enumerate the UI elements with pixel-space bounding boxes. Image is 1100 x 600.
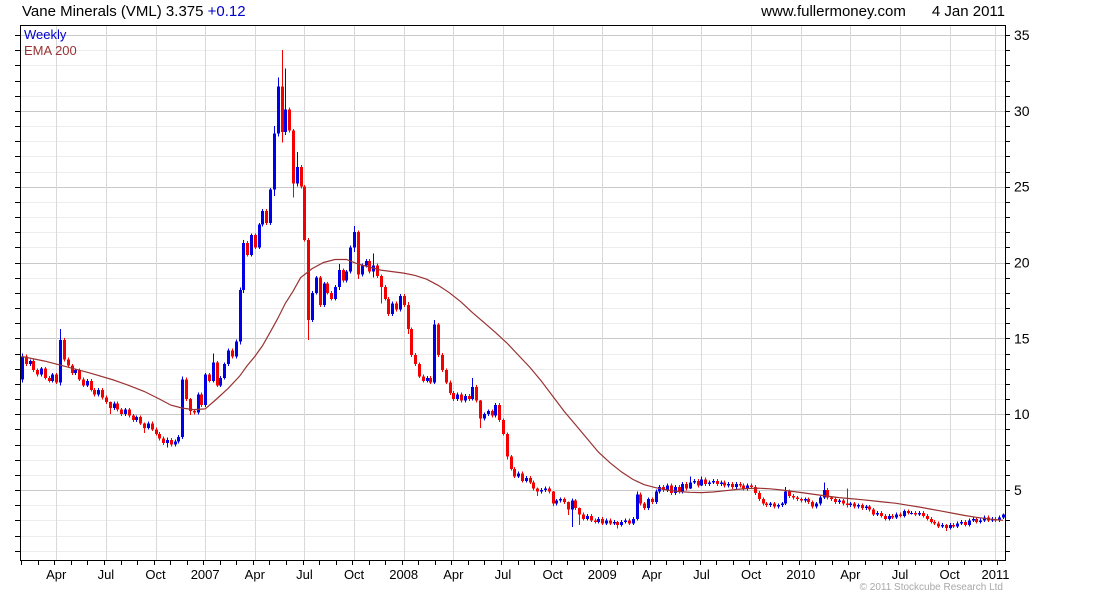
x-axis-label: 2010 [786, 567, 815, 582]
date-label: 4 Jan 2011 [931, 3, 1005, 20]
y-axis-label: 15 [1014, 330, 1030, 346]
chart-header-right: www.fullermoney.com 4 Jan 2011 [761, 3, 1005, 20]
x-axis-label: 2008 [389, 567, 418, 582]
x-axis-label: Oct [940, 567, 961, 582]
x-axis-label: Apr [840, 567, 861, 582]
chart-legend: Weekly EMA 200 [24, 27, 77, 59]
x-axis-label: Apr [46, 567, 67, 582]
y-axis-label: 10 [1014, 406, 1030, 422]
x-axis-label: Jul [98, 567, 115, 582]
symbol-price-label: Vane Minerals (VML) 3.375 [22, 3, 204, 20]
y-axis-label: 20 [1014, 255, 1030, 271]
x-axis-label: Apr [642, 567, 663, 582]
x-axis-label: Oct [145, 567, 166, 582]
x-axis-label: Apr [245, 567, 266, 582]
x-axis-label: Oct [741, 567, 762, 582]
x-axis-label: 2009 [588, 567, 617, 582]
y-axis-label: 25 [1014, 179, 1030, 195]
x-axis-label: 2011 [981, 567, 1009, 582]
x-axis-label: Jul [892, 567, 909, 582]
website-label: www.fullermoney.com [761, 3, 906, 20]
x-axis-label: Apr [443, 567, 464, 582]
x-axis-label: Oct [542, 567, 563, 582]
x-axis-label: Jul [495, 567, 512, 582]
x-axis-label: Oct [344, 567, 365, 582]
copyright-label: © 2011 Stockcube Research Ltd [859, 582, 1003, 593]
legend-timeframe: Weekly [24, 27, 67, 42]
x-axis-label: Jul [693, 567, 710, 582]
x-axis-label: Jul [296, 567, 313, 582]
y-axis-label: 5 [1014, 482, 1022, 498]
x-axis-label: 2007 [191, 567, 220, 582]
legend-ema: EMA 200 [24, 43, 77, 58]
y-axis-label: 30 [1014, 103, 1030, 119]
chart-title: Vane Minerals (VML) 3.375 +0.12 [22, 3, 246, 20]
y-axis-label: 35 [1014, 27, 1030, 43]
price-change-label: +0.12 [207, 3, 246, 20]
